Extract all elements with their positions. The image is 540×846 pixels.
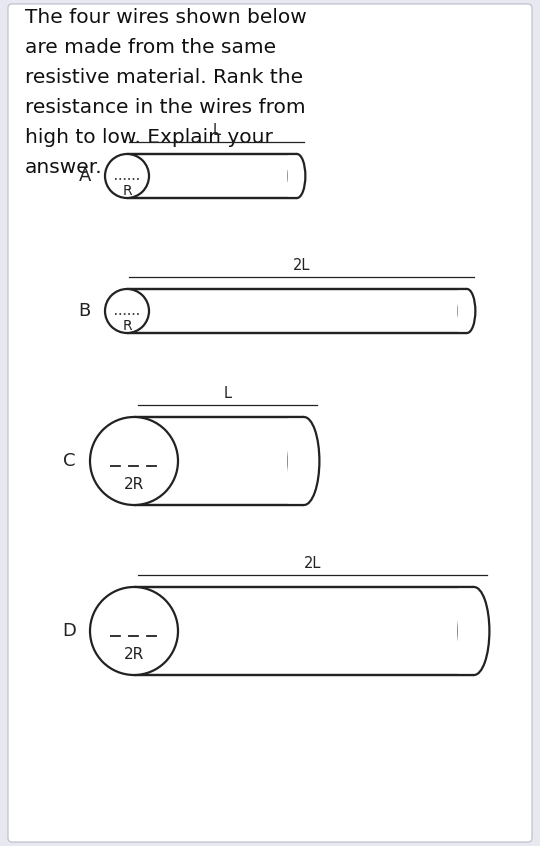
Ellipse shape	[288, 417, 319, 505]
Text: D: D	[62, 622, 76, 640]
Text: R: R	[122, 184, 132, 198]
Text: The four wires shown below: The four wires shown below	[25, 8, 307, 27]
Ellipse shape	[90, 417, 178, 505]
Text: are made from the same: are made from the same	[25, 38, 276, 57]
Text: resistance in the wires from: resistance in the wires from	[25, 98, 306, 117]
Text: 2R: 2R	[124, 647, 144, 662]
Text: A: A	[79, 167, 91, 185]
Ellipse shape	[458, 587, 489, 675]
Text: C: C	[64, 452, 76, 470]
Text: 2L: 2L	[304, 556, 321, 571]
Text: 2R: 2R	[124, 477, 144, 492]
Text: answer.: answer.	[25, 158, 103, 177]
Ellipse shape	[105, 289, 149, 333]
Polygon shape	[457, 586, 474, 676]
Ellipse shape	[458, 289, 475, 333]
Ellipse shape	[289, 154, 305, 198]
Text: resistive material. Rank the: resistive material. Rank the	[25, 68, 303, 87]
Polygon shape	[288, 153, 297, 199]
Text: *: *	[113, 156, 123, 175]
FancyBboxPatch shape	[8, 4, 532, 842]
Polygon shape	[457, 288, 467, 334]
Text: L: L	[224, 386, 232, 401]
Ellipse shape	[105, 154, 149, 198]
Text: B: B	[79, 302, 91, 320]
Polygon shape	[288, 416, 304, 506]
Text: 2L: 2L	[293, 258, 310, 273]
Ellipse shape	[90, 587, 178, 675]
Text: R: R	[122, 319, 132, 333]
Text: high to low. Explain your: high to low. Explain your	[25, 128, 273, 147]
Text: L: L	[213, 123, 221, 138]
